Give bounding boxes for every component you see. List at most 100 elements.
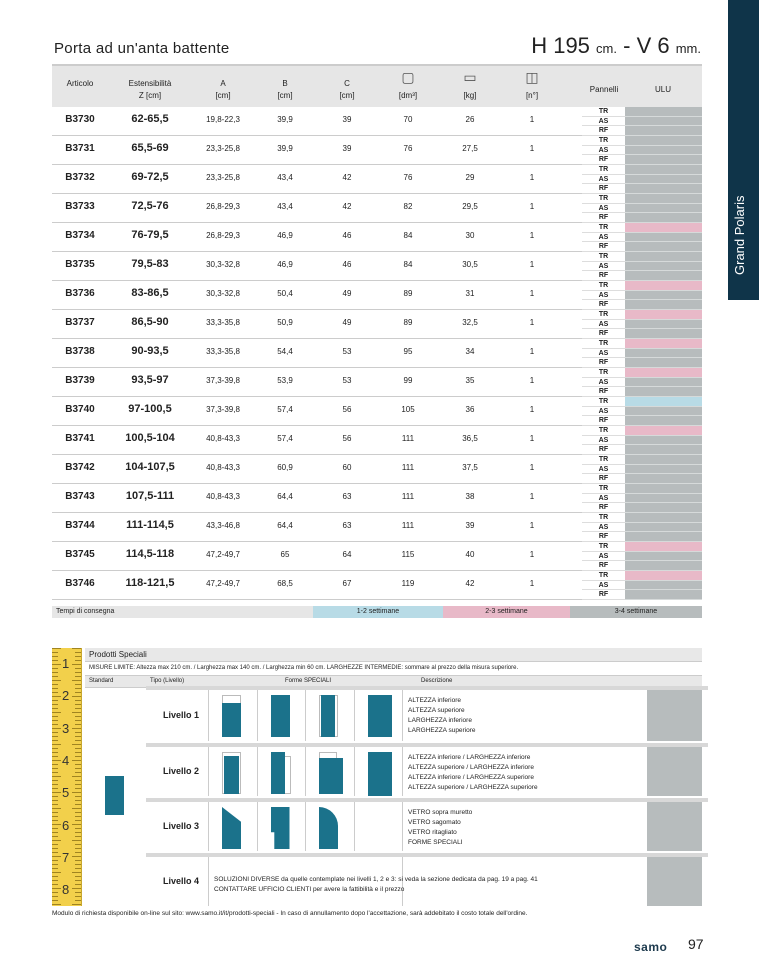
panel-type: AS [582,291,625,301]
panel-type: TR [582,194,625,204]
ruler-tick [52,760,61,761]
ulu-availability [625,339,702,368]
col-descrizione: Descrizione [421,678,453,684]
ruler-tick [72,776,81,777]
panel-type: TR [582,542,625,552]
ruler-tick [52,836,58,837]
ruler-tick [75,832,81,833]
panel-type: AS [582,465,625,475]
cell-vol: 76 [403,173,413,182]
cell-vol: 76 [403,144,413,153]
panel-type: TR [582,484,625,494]
ruler-tick [52,732,58,733]
cell-c: 39 [342,115,352,124]
special-products-title: Prodotti Speciali [85,648,702,662]
ulu-pink-cell [625,542,702,552]
ruler-tick [52,772,58,773]
ulu-grey-cell [625,116,702,127]
ruler-tick [75,780,81,781]
table-row: B3739 93,5-97 37,3-39,8 53,9 53 99 35 1 TR AS RF [52,368,702,397]
ruler-tick [75,876,81,877]
ruler-tick [52,816,58,817]
description-line: FORME SPECIALI [408,839,463,846]
ruler-tick [52,660,58,661]
cell-kg: 42 [465,579,475,588]
divider [257,690,258,741]
ruler-tick [52,848,58,849]
ruler-tick [72,696,81,697]
ruler-tick [75,892,81,893]
ruler-tick [52,804,58,805]
cell-a: 33,3-35,8 [206,318,240,327]
cell-ext: 65,5-69 [131,142,169,154]
table-row: B3746 118-121,5 47,2-49,7 68,5 67 119 42 1 TR AS R… [52,571,702,600]
cell-ext: 100,5-104 [125,432,175,444]
col-ext-label: Estensibilità [128,79,172,88]
ruler-tick [52,792,61,793]
panels-cell: TR AS RF [582,571,625,600]
col-articolo: Articolo [66,79,94,88]
divider [208,690,209,741]
ulu-grey-cell [625,107,702,117]
ulu-pink-cell [625,281,702,291]
panels-cell: TR AS RF [582,455,625,484]
ruler-tick [52,808,61,809]
cell-n: 1 [529,115,535,124]
divider [402,802,403,851]
panel-type: TR [582,252,625,262]
divider [305,802,306,851]
cell-ext: 93,5-97 [131,374,169,386]
divider [402,690,403,741]
ruler-tick [75,656,81,657]
delivery-times-legend: Tempi di consegna 1-2 settimane 2-3 sett… [52,606,702,618]
ulu-availability [625,107,702,136]
ruler-tick [75,868,81,869]
cell-kg: 27,5 [462,144,478,153]
cell-a: 47,2-49,7 [206,579,240,588]
panel-type: TR [582,310,625,320]
ruler-tick [75,676,81,677]
ruler-tick [52,824,61,825]
section-tab-label: Grand Polaris [732,195,747,275]
table-row: B3733 72,5-76 26,8-29,3 43,4 42 82 29,5 1 TR AS RF [52,194,702,223]
ulu-grey-cell [625,145,702,156]
level-name: Livello 4 [163,875,200,886]
cell-b: 57,4 [277,434,293,443]
ulu-grey-cell [625,242,702,252]
level-description: ALTEZZA inferiore ALTEZZA superiore LARGHE… [408,696,476,736]
table-row: B3731 65,5-69 23,3-25,8 39,9 39 76 27,5 1 TR AS RF [52,136,702,165]
cell-kg: 35 [465,376,475,385]
ulu-pink-cell [625,368,702,378]
ruler-number: 4 [62,752,70,768]
cell-b: 46,9 [277,260,293,269]
table-row: B3744 111-114,5 43,3-46,8 64,4 63 111 39 1 TR AS R… [52,513,702,542]
cell-c: 49 [342,289,352,298]
ruler-tick [52,840,61,841]
table-row: B3745 114,5-118 47,2-49,7 65 64 115 40 1 TR AS RF [52,542,702,571]
divider [305,747,306,796]
divider [305,690,306,741]
cell-b: 64,4 [277,521,293,530]
panel-type: RF [582,213,625,223]
cell-kg: 39 [465,521,475,530]
ruler-tick [52,764,58,765]
ulu-grey-cell [625,358,702,368]
cell-n: 1 [529,521,535,530]
cell-b: 54,4 [277,347,293,356]
description-line: ALTEZZA superiore / LARGHEZZA superiore [408,784,538,791]
panels-cell: TR AS RF [582,223,625,252]
cell-art: B3745 [65,549,95,560]
panels-cell: TR AS RF [582,252,625,281]
cell-c: 42 [342,202,352,211]
measuring-tape-graphic: 1 2 3 4 5 6 7 8 [52,648,82,906]
ruler-tick [75,688,81,689]
cell-b: 50,9 [277,318,293,327]
cell-art: B3733 [65,201,95,212]
panel-type: AS [582,204,625,214]
cell-n: 1 [529,202,535,211]
ulu-grey-cell [625,493,702,504]
ruler-tick [52,844,58,845]
cell-c: 63 [342,521,352,530]
ulu-availability [625,165,702,194]
ulu-availability [625,542,702,571]
